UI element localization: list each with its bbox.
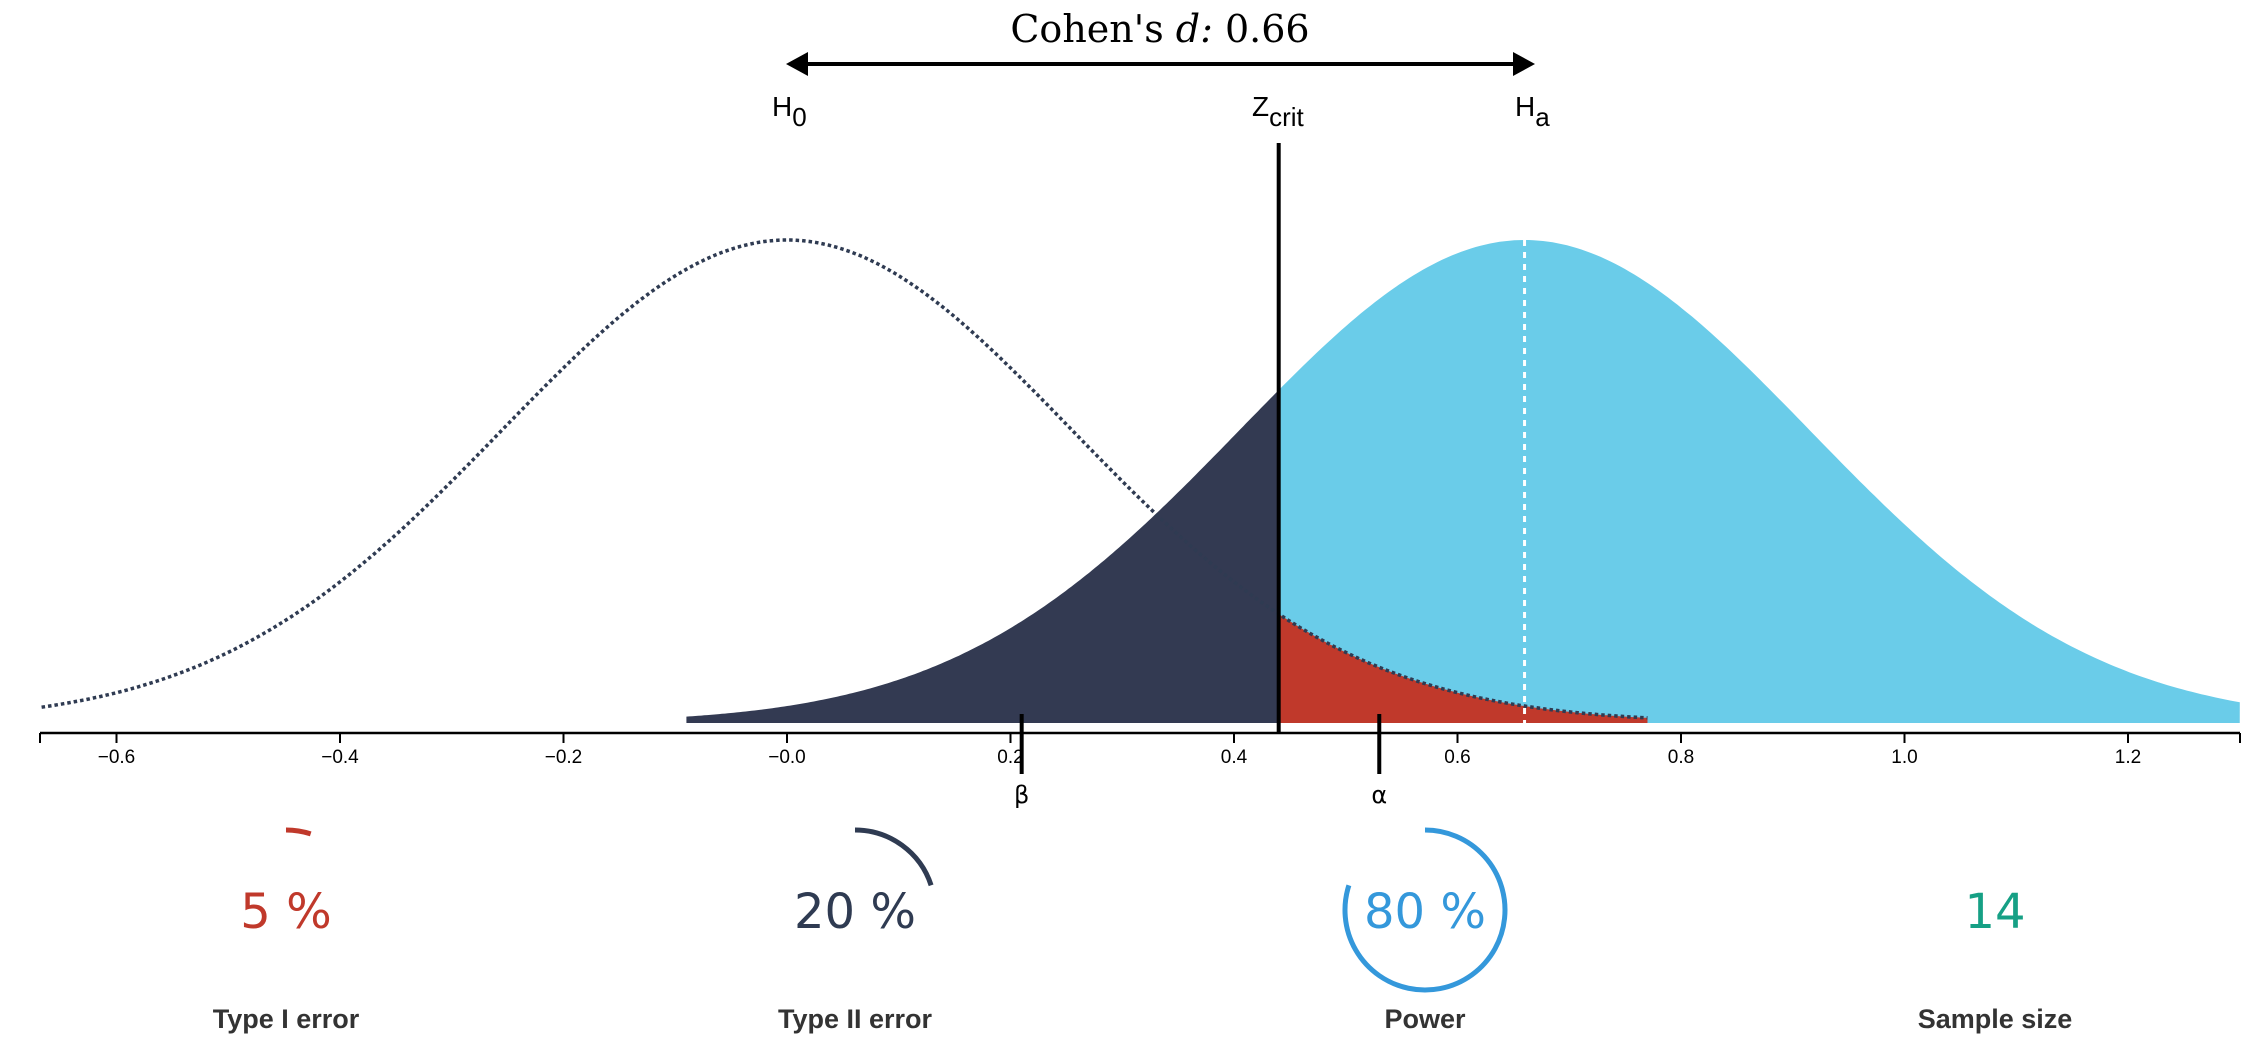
x-tick-label: −0.4 [321, 747, 359, 768]
gauge-arc [1342, 827, 1508, 993]
gauge-power: 80 % Power [1342, 827, 1508, 1034]
gauge-value: 14 [1964, 884, 2025, 940]
gauge-value: 20 % [794, 884, 916, 940]
zcrit-label: Zcrit [1252, 91, 1305, 132]
summary-gauges: 5 % Type I error 20 % Type II error 80 % Powe… [213, 827, 2073, 1034]
distribution-areas [686, 240, 2240, 723]
x-tick-label: −0.6 [98, 747, 136, 768]
gauge-label: Type II error [778, 1004, 933, 1034]
h0-label: H0 [772, 91, 807, 132]
h0-distribution-curve [41, 238, 1648, 720]
gauge-label: Sample size [1918, 1004, 2073, 1034]
x-tick-label: 0.6 [1444, 747, 1470, 768]
x-tick-label: 0.2 [997, 747, 1023, 768]
gauge-type-2-error: 20 % Type II error [778, 827, 934, 1034]
alpha-area [1278, 614, 1648, 723]
ha-label: Ha [1515, 91, 1550, 132]
gauge-sample-size: 14 Sample size [1918, 884, 2073, 1034]
gauge-arc [285, 827, 312, 837]
x-tick-label: 1.2 [2115, 747, 2141, 768]
gauge-label: Type I error [213, 1004, 360, 1034]
arrowhead-left-icon [786, 52, 808, 76]
gauge-value: 5 % [240, 884, 331, 940]
x-tick-label: −0.0 [768, 747, 806, 768]
x-axis: −0.6 −0.4 −0.2 −0.0 0.2 0.4 0.6 0.8 1.0 1.2 [39, 731, 2241, 768]
gauge-type-1-error: 5 % Type I error [213, 827, 360, 1034]
arrowhead-right-icon [1513, 52, 1535, 76]
marker-label: β [1014, 781, 1029, 809]
x-tick-label: 0.4 [1221, 747, 1248, 768]
gauge-label: Power [1384, 1004, 1466, 1034]
x-tick-label: 0.8 [1668, 747, 1694, 768]
gauge-value: 80 % [1364, 884, 1486, 940]
beta-area [686, 390, 1279, 723]
power-area [1278, 240, 2240, 723]
chart-title: Cohen's d: 0.66 [1010, 7, 1309, 51]
effect-size-arrow [786, 52, 1535, 76]
gauge-arc [854, 827, 934, 887]
x-tick-label: −0.2 [545, 747, 583, 768]
marker-label: α [1371, 781, 1387, 809]
x-tick-label: 1.0 [1891, 747, 1917, 768]
